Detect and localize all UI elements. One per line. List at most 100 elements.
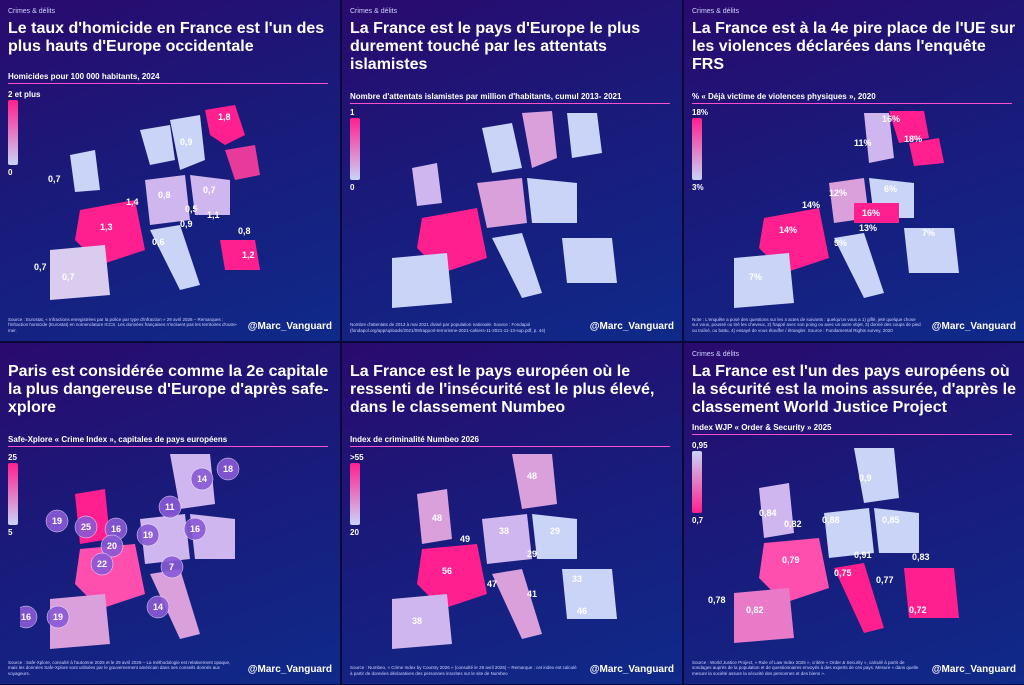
panel-title: Paris est considérée comme la 2e capital…: [8, 363, 329, 416]
value-label: 33: [572, 574, 582, 584]
region-norway: [140, 125, 175, 165]
capital-bubble: [136, 523, 160, 547]
capital-bubble: [216, 457, 240, 481]
value-label: 0,8: [238, 226, 251, 236]
legend-gradient: [350, 118, 360, 180]
capital-bubble: [146, 595, 170, 619]
legend-bottom: 5: [8, 528, 13, 537]
region-france: [759, 538, 829, 603]
capital-bubble: [160, 555, 184, 579]
region-italy: [834, 233, 884, 298]
legend-top: 25: [8, 453, 17, 462]
region-poland: [527, 178, 577, 223]
legend-gradient: [692, 451, 702, 513]
capital-bubble: [74, 515, 98, 539]
value-label: 7%: [749, 272, 762, 282]
value-label: 14%: [802, 200, 820, 210]
source-note: Source : Safe-Xplore, consulté à l'autom…: [8, 659, 231, 676]
value-label: 0,88: [822, 515, 840, 525]
region-balkans: [562, 569, 617, 619]
region-iberia: [50, 594, 110, 649]
legend-gradient: [8, 463, 18, 525]
region-finland: [889, 111, 929, 143]
category-label: Crimes & délits: [8, 8, 56, 15]
region-finland: [205, 105, 245, 145]
europe-map: 48 48 38 29 49 56 29 47 33 41 38 46: [392, 454, 617, 649]
value-label: 1,8: [218, 112, 231, 122]
value-label: 25: [81, 522, 91, 532]
source-note: Nombre d'attentats de 2013 à mai 2021 di…: [350, 322, 546, 333]
europe-map: 14 18 11 19 25 16 19 16 20 22 7 16 19: [20, 454, 240, 649]
value-label: 0,7: [203, 185, 216, 195]
source-note: Source : Eurostat, « Infractions enregis…: [8, 316, 238, 333]
europe-map: [392, 111, 617, 308]
value-label: 48: [527, 471, 537, 481]
legend-top: 1: [350, 108, 355, 117]
region-sweden: [522, 111, 557, 168]
panel-subtitle: Homicides pour 100 000 habitants, 2024: [8, 72, 328, 84]
value-label: 0,78: [708, 595, 726, 605]
value-label: 1,3: [100, 222, 113, 232]
region-germany: [824, 508, 874, 558]
category-label: Crimes & délits: [350, 8, 398, 15]
region-poland: [874, 508, 919, 553]
region-bulgaria: [220, 240, 260, 270]
capital-bubble: [183, 517, 207, 541]
category-label: Crimes & délits: [692, 8, 740, 15]
region-iberia: [392, 594, 452, 649]
panel-subtitle: Index WJP « Order & Security » 2025: [692, 423, 1012, 435]
legend-bottom: 0,7: [692, 516, 704, 525]
panel-subtitle: % « Déjà victime de violences physiques …: [692, 92, 1012, 104]
panel-title: La France est à la 4e pire place de l'UE…: [692, 20, 1016, 73]
panel-safexplore: Paris est considérée comme la 2e capital…: [0, 343, 340, 684]
panel-title: Le taux d'homicide en France est l'un de…: [8, 20, 325, 55]
value-label: 48: [432, 513, 442, 523]
legend-top: >55: [350, 453, 364, 462]
region-baltics: [225, 145, 260, 180]
region-poland: [190, 175, 230, 215]
capital-bubble: [158, 495, 182, 519]
source-note: Source : Numbeo, « Crime Index by Countr…: [350, 665, 577, 676]
europe-map: 0,9 0,82 0,84 0,88 0,85 0,79 0,91 0,83 0…: [708, 448, 959, 643]
panel-violences: Crimes & délits La France est à la 4e pi…: [684, 0, 1024, 341]
value-label: 22: [97, 559, 107, 569]
value-label: 13%: [859, 223, 877, 233]
region-uk: [412, 163, 442, 206]
value-label: 14: [153, 602, 163, 612]
value-label: 0,9: [859, 473, 872, 483]
region-uk: [417, 489, 452, 544]
legend-top: 0,95: [692, 441, 708, 450]
panel-title: La France est l'un des pays européens où…: [692, 363, 1016, 416]
region-uk: [70, 150, 100, 192]
region-poland: [532, 514, 577, 559]
author-signature: @Marc_Vanguard: [589, 664, 674, 675]
region-norway: [482, 123, 522, 173]
value-label: 16: [111, 524, 121, 534]
value-label: 20: [107, 541, 117, 551]
source-note: Source : World Justice Project, « Rule o…: [692, 659, 919, 676]
capital-bubble: [45, 509, 69, 533]
value-label: 0,84: [759, 508, 777, 518]
panel-homicide: Crimes & délits Le taux d'homicide en Fr…: [0, 0, 340, 341]
region-sweden: [170, 115, 205, 170]
author-signature: @Marc_Vanguard: [589, 321, 674, 332]
panel-numbeo: La France est le pays européen où le res…: [342, 343, 682, 684]
region-sweden: [854, 448, 899, 503]
panel-wjp: Crimes & délits La France est l'un des p…: [684, 343, 1024, 684]
value-label: 29: [527, 549, 537, 559]
value-label: 16%: [882, 114, 900, 124]
value-label: 18: [223, 464, 233, 474]
value-label: 0,9: [180, 219, 193, 229]
value-label: 19: [52, 516, 62, 526]
region-sweden: [512, 454, 557, 509]
value-label: 56: [442, 566, 452, 576]
europe-map: 1,8 0,9 0,7 0,8 0,7 1,4 0,5 1,1 1,3 0,9 …: [34, 105, 260, 300]
region-finland: [567, 113, 602, 158]
category-label: Crimes & délits: [692, 351, 740, 358]
panel-subtitle: Nombre d'attentats islamistes par millio…: [350, 92, 670, 104]
capital-bubble: [190, 467, 214, 491]
value-label: 1,4: [126, 197, 139, 207]
region-czech: [854, 203, 899, 223]
value-label: 1,2: [242, 250, 255, 260]
author-signature: @Marc_Vanguard: [931, 321, 1016, 332]
